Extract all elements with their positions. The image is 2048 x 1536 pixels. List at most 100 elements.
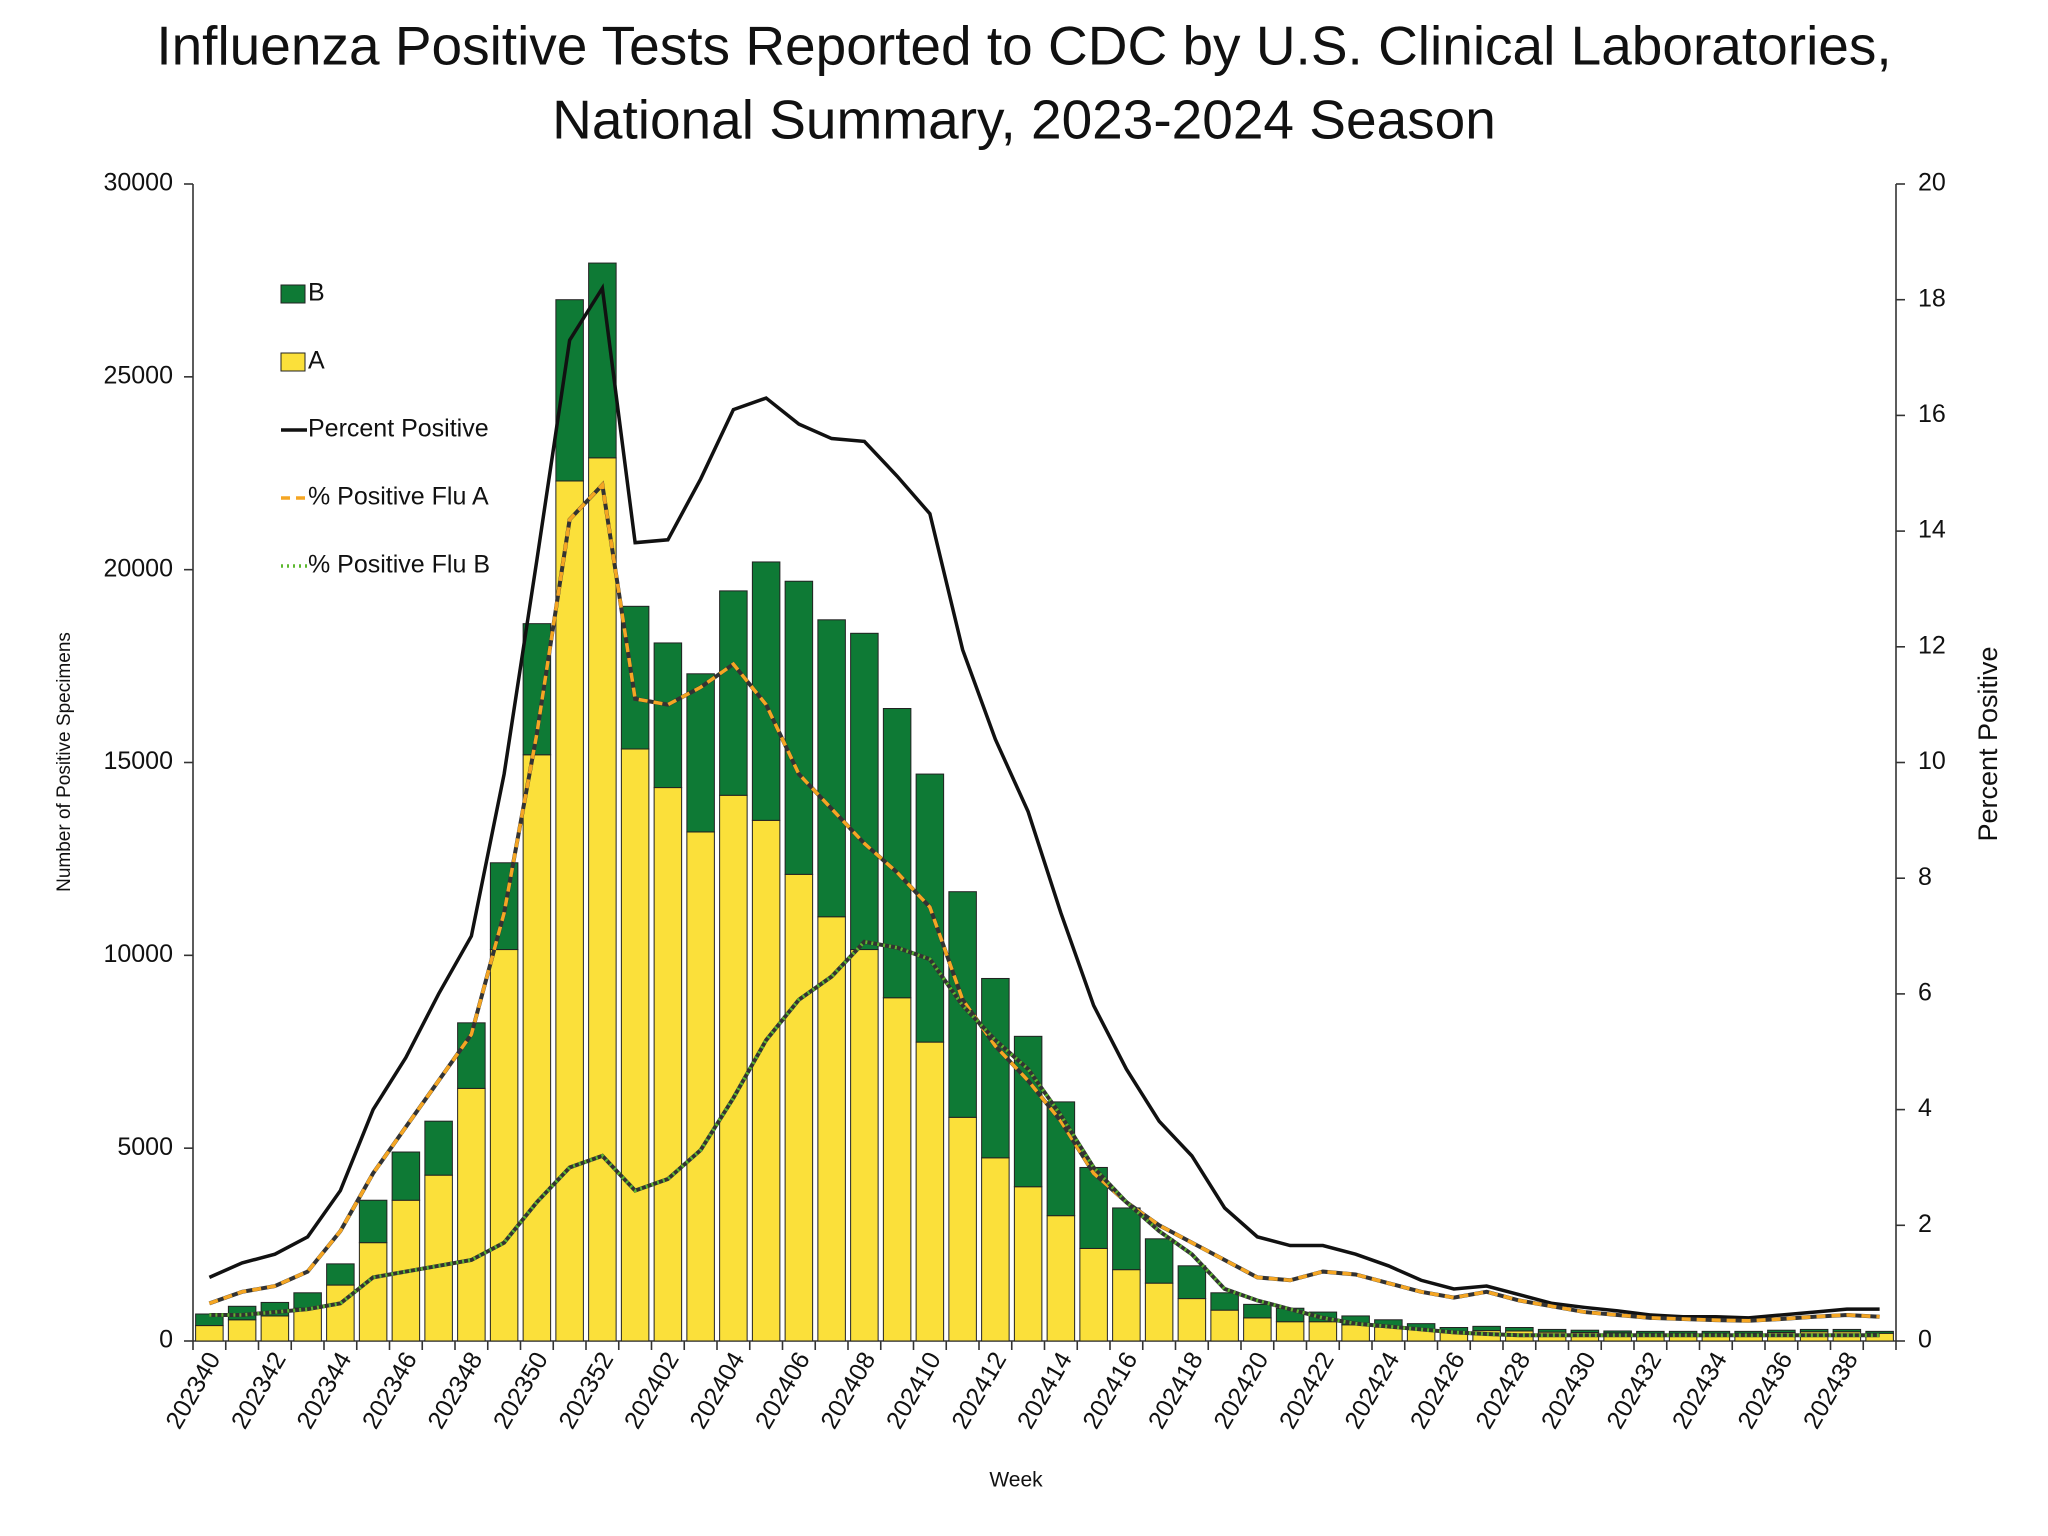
x-tick-label: 202340 — [160, 1347, 226, 1433]
y-tick-label: 25000 — [103, 361, 173, 389]
bar — [1341, 1324, 1370, 1342]
y-tick-label: 5000 — [117, 1133, 173, 1161]
bar — [981, 977, 1010, 1159]
bar — [1210, 1292, 1239, 1311]
y2-tick-label: 4 — [1918, 1094, 1932, 1122]
y-tick-label: 15000 — [103, 747, 173, 775]
line — [209, 939, 1880, 1337]
bar — [1603, 1330, 1632, 1334]
bar — [1701, 1330, 1731, 1334]
bar — [1275, 1321, 1305, 1342]
bar — [1013, 1186, 1043, 1342]
y2-tick-label: 0 — [1918, 1326, 1932, 1354]
x-tick-label: 202430 — [1536, 1347, 1602, 1433]
y2-tick-label: 14 — [1918, 516, 1946, 544]
y2-tick-label: 10 — [1918, 747, 1946, 775]
bar — [882, 997, 912, 1342]
bar — [1112, 1269, 1141, 1342]
chart-title: National Summary, 2023-2024 Season — [552, 89, 1496, 151]
y2-axis-label: Percent Positive — [1973, 646, 2003, 841]
y2-tick-label: 12 — [1918, 631, 1946, 659]
bar — [620, 748, 650, 1342]
bar — [1734, 1330, 1763, 1334]
bar — [1308, 1321, 1338, 1342]
bar — [1472, 1325, 1501, 1332]
bar — [882, 708, 912, 999]
x-tick-label: 202406 — [750, 1347, 816, 1433]
bar — [686, 831, 715, 1342]
bar — [1144, 1282, 1174, 1342]
bar — [653, 787, 683, 1342]
bar — [1799, 1328, 1829, 1333]
bar — [915, 1041, 945, 1342]
bar — [391, 1151, 421, 1201]
x-tick-label: 202428 — [1470, 1347, 1536, 1433]
bar — [653, 642, 683, 789]
bar — [522, 754, 552, 1342]
line — [208, 283, 1880, 1320]
x-tick-label: 202412 — [946, 1347, 1012, 1433]
bar — [358, 1199, 388, 1244]
chart-title: Influenza Positive Tests Reported to CDC… — [156, 15, 1891, 77]
bar — [981, 1157, 1010, 1342]
bar — [686, 673, 715, 833]
bar — [1079, 1247, 1108, 1342]
bar — [227, 1319, 257, 1342]
y-tick-label: 10000 — [103, 940, 173, 968]
y-tick-label: 30000 — [103, 169, 173, 197]
bar — [1767, 1329, 1796, 1334]
line — [208, 481, 1880, 1323]
bar — [948, 1116, 977, 1342]
bar — [1144, 1238, 1174, 1284]
bar — [719, 590, 748, 796]
x-tick-label: 202416 — [1077, 1347, 1143, 1433]
y-axis-label: Number of Positive Specimens — [54, 632, 75, 892]
bar — [489, 949, 519, 1342]
legend-label: % Positive Flu A — [308, 483, 489, 511]
bar — [719, 794, 748, 1342]
bar — [1210, 1309, 1239, 1342]
bar — [1668, 1330, 1698, 1334]
bar — [424, 1174, 453, 1342]
y-tick-label: 20000 — [103, 554, 173, 582]
bar — [1865, 1330, 1894, 1334]
legend-swatch — [280, 352, 306, 372]
bar — [1243, 1317, 1272, 1342]
x-axis-label: Week — [989, 1469, 1043, 1492]
bar — [555, 480, 584, 1342]
legend-label: B — [308, 279, 325, 307]
y2-tick-label: 16 — [1918, 400, 1946, 428]
bar — [1537, 1328, 1567, 1333]
bar — [1832, 1328, 1862, 1333]
bar — [817, 916, 846, 1342]
x-tick-label: 202352 — [553, 1347, 619, 1433]
x-tick-label: 202402 — [619, 1347, 685, 1433]
x-tick-label: 202418 — [1143, 1347, 1209, 1433]
bar — [850, 949, 879, 1342]
bar — [358, 1242, 388, 1342]
bar — [1112, 1207, 1141, 1271]
legend-label: Percent Positive — [308, 415, 489, 443]
bar — [1570, 1329, 1600, 1334]
bar — [1046, 1215, 1076, 1342]
bar — [588, 457, 617, 1342]
x-tick-label: 202342 — [226, 1347, 292, 1433]
x-tick-label: 202404 — [684, 1347, 750, 1433]
bar — [850, 632, 879, 951]
bar — [1636, 1330, 1665, 1334]
x-tick-label: 202438 — [1798, 1347, 1864, 1433]
x-tick-label: 202408 — [815, 1347, 881, 1433]
y2-tick-label: 20 — [1918, 169, 1946, 197]
bar — [751, 819, 781, 1342]
x-tick-label: 202424 — [1339, 1347, 1405, 1433]
x-tick-label: 202434 — [1667, 1347, 1733, 1433]
y2-tick-label: 8 — [1918, 863, 1932, 891]
bar — [784, 580, 814, 875]
y-tick-label: 0 — [159, 1326, 173, 1354]
x-tick-label: 202414 — [1012, 1347, 1078, 1433]
bar — [195, 1325, 224, 1342]
bar — [817, 619, 846, 918]
x-tick-label: 202346 — [357, 1347, 423, 1433]
bar — [1177, 1298, 1207, 1342]
